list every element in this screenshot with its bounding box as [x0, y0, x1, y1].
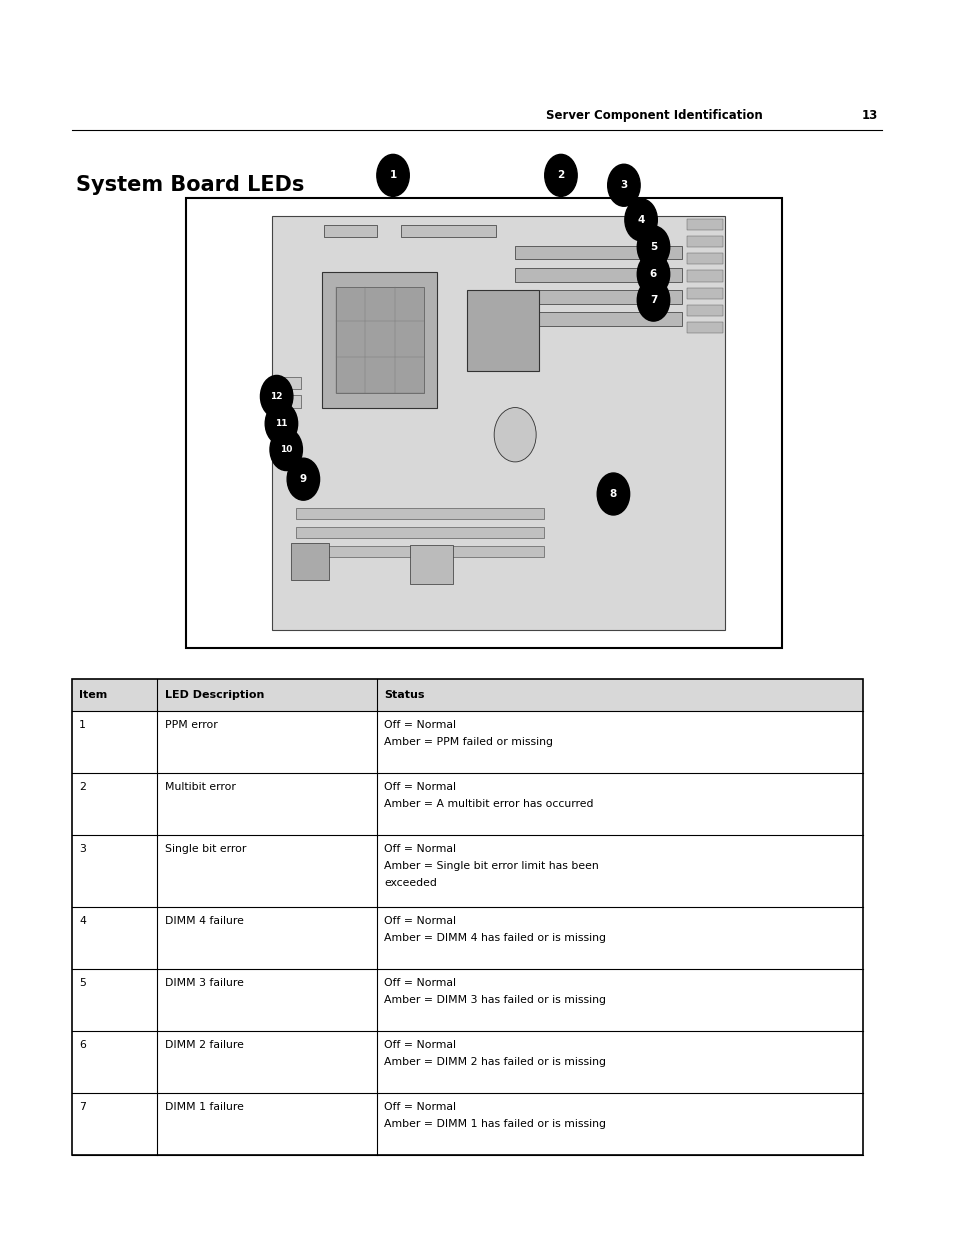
- Text: Multibit error: Multibit error: [165, 782, 235, 792]
- Text: Off = Normal: Off = Normal: [384, 1040, 456, 1050]
- FancyBboxPatch shape: [515, 268, 681, 282]
- Text: 5: 5: [649, 242, 657, 252]
- FancyBboxPatch shape: [467, 290, 538, 370]
- Text: Amber = DIMM 1 has failed or is missing: Amber = DIMM 1 has failed or is missing: [384, 1119, 606, 1129]
- Circle shape: [597, 473, 629, 515]
- FancyBboxPatch shape: [322, 272, 436, 408]
- Text: LED Description: LED Description: [165, 690, 264, 700]
- FancyBboxPatch shape: [295, 527, 543, 538]
- Text: 4: 4: [79, 916, 86, 926]
- Text: 5: 5: [79, 978, 86, 988]
- Text: 7: 7: [79, 1102, 86, 1112]
- FancyBboxPatch shape: [686, 253, 722, 264]
- Text: Amber = DIMM 2 has failed or is missing: Amber = DIMM 2 has failed or is missing: [384, 1057, 606, 1067]
- Text: 4: 4: [637, 215, 644, 225]
- Text: PPM error: PPM error: [165, 720, 217, 730]
- Text: Item: Item: [79, 690, 108, 700]
- FancyBboxPatch shape: [272, 216, 724, 630]
- FancyBboxPatch shape: [335, 287, 423, 393]
- Text: Off = Normal: Off = Normal: [384, 978, 456, 988]
- Text: Server Component Identification: Server Component Identification: [546, 109, 762, 122]
- Circle shape: [637, 226, 669, 268]
- Text: Amber = A multibit error has occurred: Amber = A multibit error has occurred: [384, 799, 594, 809]
- Circle shape: [270, 429, 302, 471]
- FancyBboxPatch shape: [295, 508, 543, 519]
- Text: 11: 11: [274, 419, 288, 429]
- Text: Single bit error: Single bit error: [165, 844, 246, 853]
- FancyBboxPatch shape: [274, 377, 301, 389]
- Text: 3: 3: [79, 844, 86, 853]
- Circle shape: [265, 403, 297, 445]
- FancyBboxPatch shape: [686, 270, 722, 282]
- Text: Off = Normal: Off = Normal: [384, 844, 456, 853]
- FancyBboxPatch shape: [186, 198, 781, 648]
- Circle shape: [376, 154, 409, 196]
- Text: Off = Normal: Off = Normal: [384, 720, 456, 730]
- FancyBboxPatch shape: [295, 546, 543, 557]
- Text: Amber = DIMM 3 has failed or is missing: Amber = DIMM 3 has failed or is missing: [384, 995, 606, 1005]
- Text: 3: 3: [619, 180, 627, 190]
- Text: Off = Normal: Off = Normal: [384, 916, 456, 926]
- FancyBboxPatch shape: [686, 219, 722, 230]
- Text: 7: 7: [649, 295, 657, 305]
- Text: 6: 6: [649, 269, 657, 279]
- Circle shape: [544, 154, 577, 196]
- Circle shape: [624, 199, 657, 241]
- Text: 10: 10: [280, 445, 292, 454]
- Text: 9: 9: [299, 474, 307, 484]
- Circle shape: [637, 253, 669, 295]
- FancyBboxPatch shape: [515, 246, 681, 259]
- Text: Amber = DIMM 4 has failed or is missing: Amber = DIMM 4 has failed or is missing: [384, 934, 606, 944]
- FancyBboxPatch shape: [400, 225, 496, 237]
- Text: Amber = PPM failed or missing: Amber = PPM failed or missing: [384, 737, 553, 747]
- Text: 1: 1: [389, 170, 396, 180]
- Text: DIMM 3 failure: DIMM 3 failure: [165, 978, 244, 988]
- Text: Status: Status: [384, 690, 424, 700]
- FancyBboxPatch shape: [410, 545, 453, 584]
- Text: 2: 2: [557, 170, 564, 180]
- Text: Off = Normal: Off = Normal: [384, 782, 456, 792]
- Text: 2: 2: [79, 782, 86, 792]
- Text: 13: 13: [861, 109, 877, 122]
- Circle shape: [260, 375, 293, 417]
- Text: System Board LEDs: System Board LEDs: [76, 175, 304, 195]
- Circle shape: [637, 279, 669, 321]
- Text: DIMM 2 failure: DIMM 2 failure: [165, 1040, 244, 1050]
- Text: DIMM 4 failure: DIMM 4 failure: [165, 916, 244, 926]
- Text: Off = Normal: Off = Normal: [384, 1102, 456, 1112]
- Text: 12: 12: [270, 391, 283, 401]
- Text: DIMM 1 failure: DIMM 1 failure: [165, 1102, 244, 1112]
- FancyBboxPatch shape: [291, 543, 329, 580]
- FancyBboxPatch shape: [324, 225, 376, 237]
- FancyBboxPatch shape: [686, 236, 722, 247]
- Circle shape: [607, 164, 639, 206]
- Text: exceeded: exceeded: [384, 878, 436, 888]
- FancyBboxPatch shape: [686, 288, 722, 299]
- Circle shape: [494, 408, 536, 462]
- FancyBboxPatch shape: [71, 679, 862, 711]
- FancyBboxPatch shape: [686, 322, 722, 333]
- FancyBboxPatch shape: [515, 290, 681, 304]
- FancyBboxPatch shape: [686, 305, 722, 316]
- Text: 8: 8: [609, 489, 617, 499]
- Text: 1: 1: [79, 720, 86, 730]
- FancyBboxPatch shape: [515, 312, 681, 326]
- Text: Amber = Single bit error limit has been: Amber = Single bit error limit has been: [384, 861, 598, 871]
- FancyBboxPatch shape: [274, 395, 301, 408]
- Text: 6: 6: [79, 1040, 86, 1050]
- Circle shape: [287, 458, 319, 500]
